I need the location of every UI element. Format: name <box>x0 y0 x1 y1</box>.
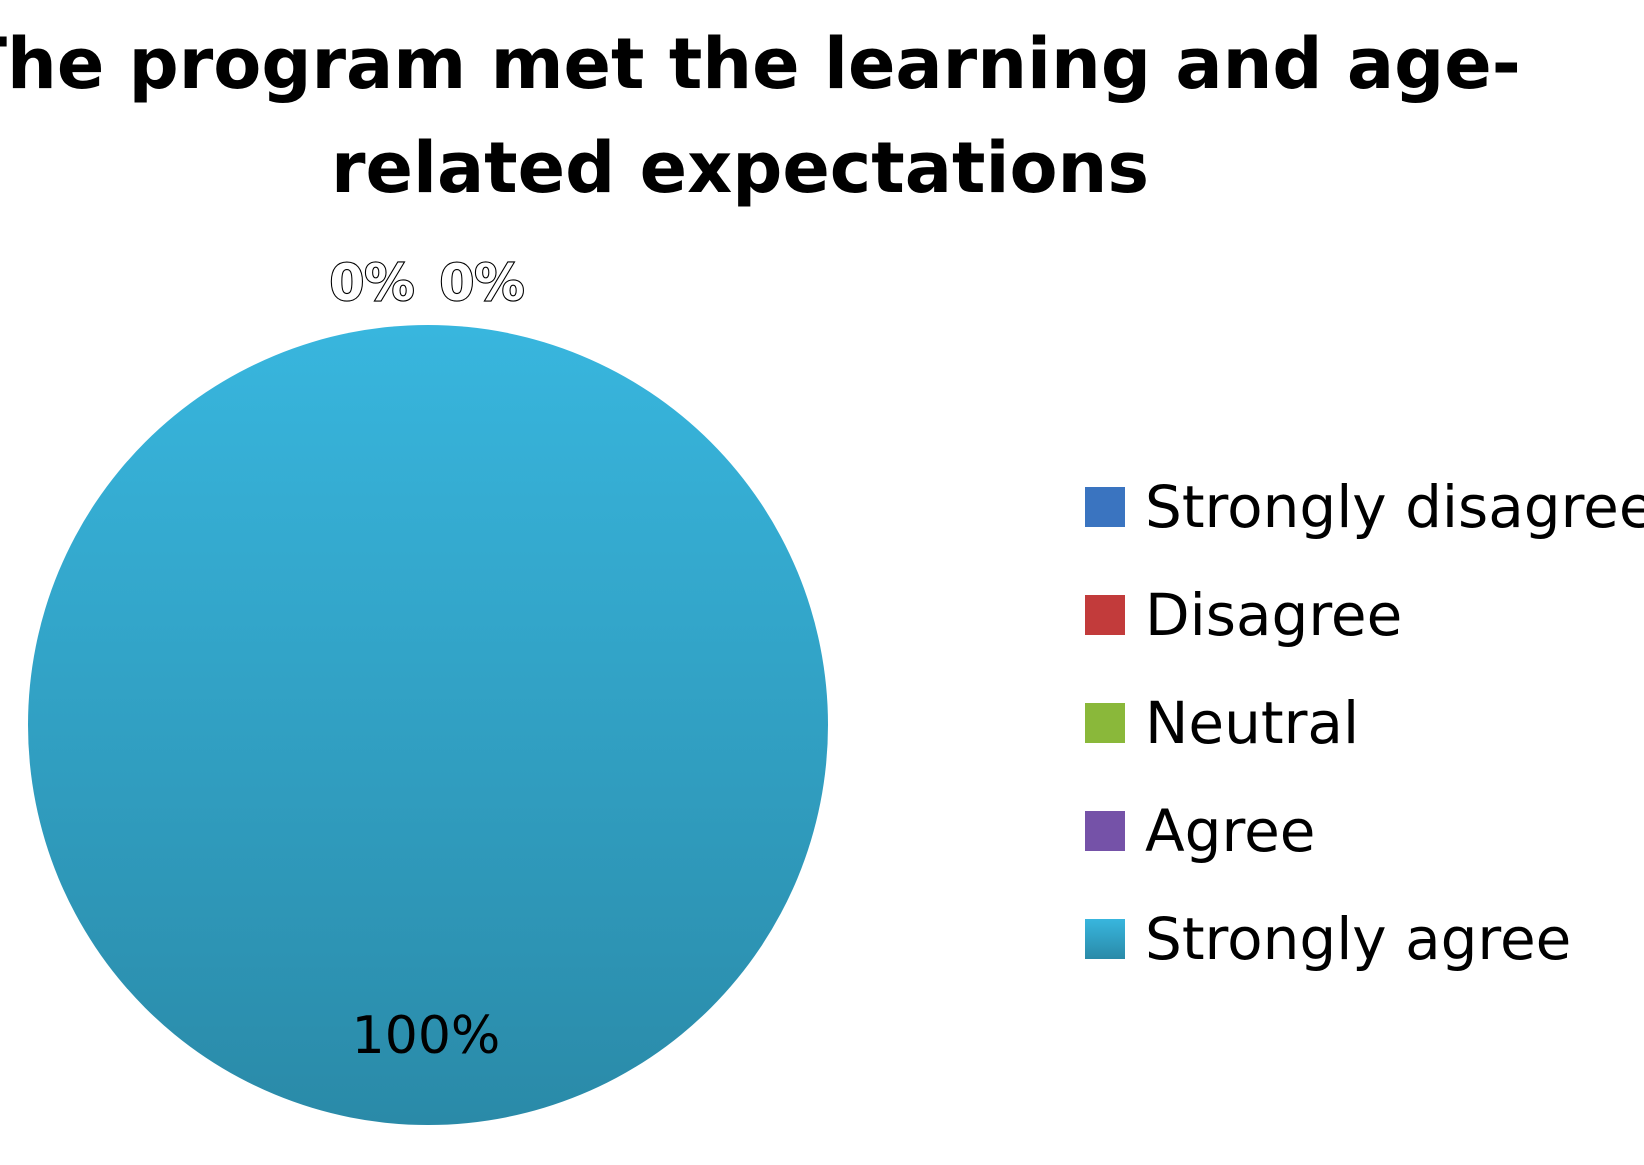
chart-title-line-1: The program met the learning and age- <box>0 23 1521 105</box>
legend-swatch-disagree <box>1085 595 1125 635</box>
pie-slice-strongly-agree <box>28 325 828 1125</box>
legend-label-disagree: Disagree <box>1145 581 1402 649</box>
legend-swatch-agree <box>1085 811 1125 851</box>
legend-label-strongly-disagree: Strongly disagree <box>1145 473 1644 541</box>
data-label-disagree: 0% <box>440 254 525 312</box>
legend-swatch-strongly-agree <box>1085 919 1125 959</box>
pie-slices <box>28 325 828 1125</box>
legend-label-agree: Agree <box>1145 797 1315 865</box>
legend-label-neutral: Neutral <box>1145 689 1359 757</box>
data-labels: 0% 0% 100% <box>328 253 525 1066</box>
legend-label-strongly-agree: Strongly agree <box>1145 905 1571 973</box>
legend-swatch-neutral <box>1085 703 1125 743</box>
data-label-strongly-disagree: 0% <box>330 254 415 312</box>
legend-swatch-strongly-disagree <box>1085 487 1125 527</box>
legend: Strongly disagree Disagree Neutral Agree Str… <box>1085 473 1644 973</box>
data-label-strongly-agree: 100% <box>352 1006 501 1066</box>
chart-title-line-2: related expectations <box>331 127 1149 209</box>
